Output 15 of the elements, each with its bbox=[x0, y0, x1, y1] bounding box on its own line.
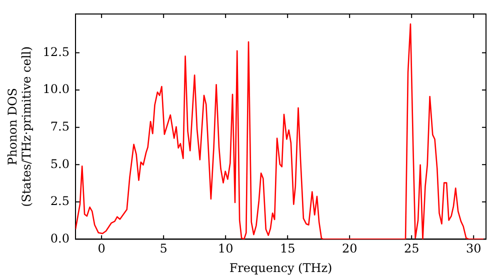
y-axis-title: Phonon DOS (States/THz·primitive cell) bbox=[5, 46, 34, 207]
y-tick-label: 7.5 bbox=[50, 119, 70, 134]
x-tick-label: 20 bbox=[342, 242, 358, 256]
x-tick-label: 25 bbox=[404, 242, 420, 256]
x-tick-label: 30 bbox=[466, 242, 482, 256]
x-tick-label: 5 bbox=[160, 242, 168, 256]
y-tick-label: 0.0 bbox=[50, 231, 70, 246]
x-tick-label: 10 bbox=[218, 242, 234, 256]
y-tick-label: 2.5 bbox=[50, 194, 70, 208]
y-tick-label: 12.5 bbox=[42, 44, 70, 59]
y-tick-label: 5.0 bbox=[50, 156, 70, 171]
x-axis-title: Frequency (THz) bbox=[229, 260, 332, 275]
x-tick-label: 15 bbox=[280, 242, 296, 256]
y-tick-label: 10.0 bbox=[42, 82, 70, 96]
x-tick-label: 0 bbox=[98, 242, 106, 256]
